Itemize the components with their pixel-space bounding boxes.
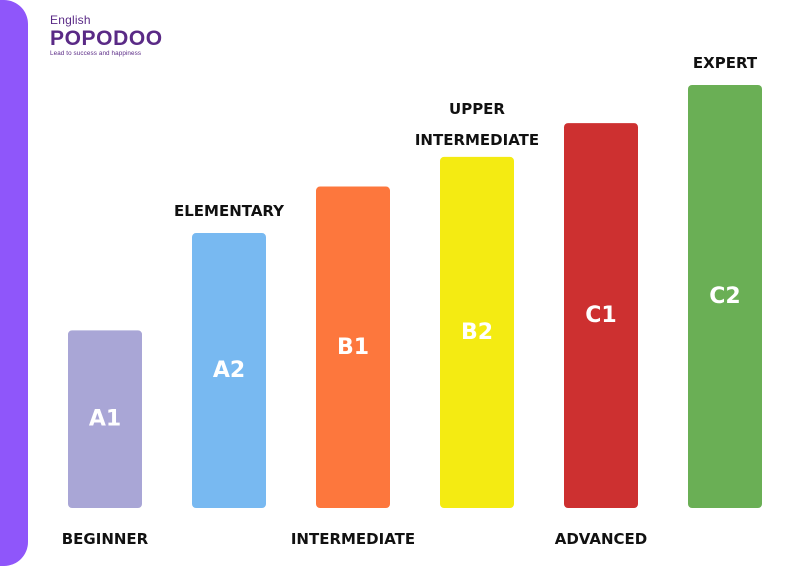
- logo-tagline: Lead to success and happiness: [50, 50, 142, 57]
- bar-c2: [688, 85, 762, 508]
- logo-wordmark: POPODOO: [50, 27, 163, 50]
- level-label-advanced: ADVANCED: [555, 530, 648, 548]
- bar-b1: [316, 186, 390, 508]
- logo-top-text: English: [50, 13, 91, 27]
- bar-code-a1: A1: [89, 407, 121, 432]
- bar-a1: [68, 330, 142, 508]
- bar-code-b2: B2: [461, 320, 493, 345]
- bar-c1: [564, 123, 638, 508]
- level-label-beginner: BEGINNER: [62, 530, 149, 548]
- bar-code-a2: A2: [213, 358, 245, 383]
- bar-code-c2: C2: [709, 284, 740, 309]
- bar-code-b1: B1: [337, 335, 369, 360]
- level-label-intermediate: INTERMEDIATE: [291, 530, 415, 548]
- brand-logo: English POPODOO Lead to success and happ…: [50, 14, 163, 58]
- bar-code-c1: C1: [585, 303, 616, 328]
- side-accent-strip: [0, 0, 28, 566]
- level-label-expert: EXPERT: [693, 54, 758, 72]
- level-label-upper-intermediate: UPPER INTERMEDIATE: [415, 100, 539, 149]
- level-label-elementary: ELEMENTARY: [174, 202, 285, 220]
- bar-b2: [440, 156, 514, 508]
- bar-a2: [192, 233, 266, 509]
